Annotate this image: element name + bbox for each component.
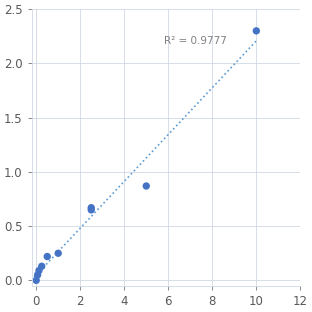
Point <box>254 28 259 33</box>
Text: R² = 0.9777: R² = 0.9777 <box>164 36 227 46</box>
Point <box>45 254 50 259</box>
Point <box>37 268 41 273</box>
Point <box>56 251 61 256</box>
Point <box>34 278 39 283</box>
Point <box>89 205 94 210</box>
Point <box>39 264 44 269</box>
Point <box>144 183 149 188</box>
Point <box>35 272 40 277</box>
Point <box>89 207 94 212</box>
